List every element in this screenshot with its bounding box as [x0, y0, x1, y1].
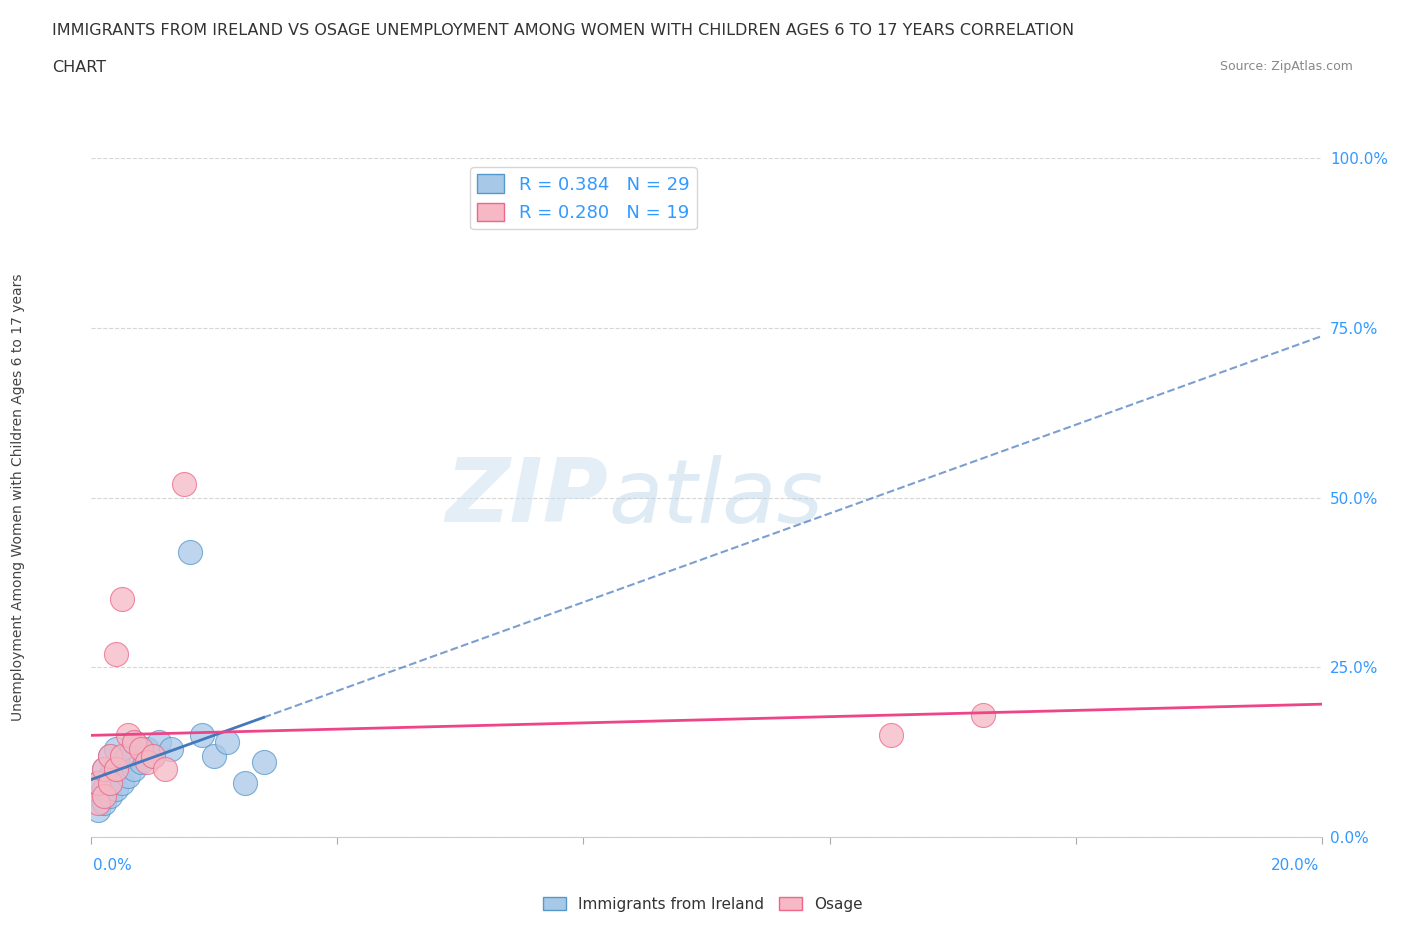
Point: [98, 748, 121, 763]
Point: [86, 796, 108, 811]
Point: [111, 776, 134, 790]
Point: [880, 727, 903, 742]
Text: 0.0%: 0.0%: [93, 857, 132, 872]
Point: [86, 803, 108, 817]
Point: [135, 755, 157, 770]
Point: [93, 762, 115, 777]
Point: [93, 796, 115, 811]
Point: [98, 789, 121, 804]
Point: [253, 755, 276, 770]
Point: [135, 741, 157, 756]
Text: CHART: CHART: [52, 60, 105, 75]
Point: [233, 776, 256, 790]
Point: [93, 782, 115, 797]
Text: atlas: atlas: [607, 455, 823, 540]
Point: [142, 748, 165, 763]
Point: [86, 776, 108, 790]
Point: [98, 776, 121, 790]
Point: [191, 727, 214, 742]
Point: [86, 789, 108, 804]
Point: [98, 768, 121, 783]
Point: [160, 741, 183, 756]
Point: [148, 735, 170, 750]
Point: [105, 762, 127, 777]
Point: [111, 748, 134, 763]
Point: [111, 592, 134, 607]
Point: [117, 727, 139, 742]
Text: ZIP: ZIP: [446, 454, 607, 541]
Text: Source: ZipAtlas.com: Source: ZipAtlas.com: [1219, 60, 1353, 73]
Point: [129, 755, 152, 770]
Text: 20.0%: 20.0%: [1271, 857, 1319, 872]
Point: [117, 768, 139, 783]
Point: [972, 708, 994, 723]
Legend: R = 0.384   N = 29, R = 0.280   N = 19: R = 0.384 N = 29, R = 0.280 N = 19: [470, 167, 697, 230]
Point: [105, 741, 127, 756]
Text: IMMIGRANTS FROM IRELAND VS OSAGE UNEMPLOYMENT AMONG WOMEN WITH CHILDREN AGES 6 T: IMMIGRANTS FROM IRELAND VS OSAGE UNEMPLO…: [52, 23, 1074, 38]
Point: [124, 762, 146, 777]
Point: [153, 762, 177, 777]
Point: [105, 782, 127, 797]
Point: [202, 748, 225, 763]
Point: [93, 762, 115, 777]
Point: [105, 762, 127, 777]
Point: [117, 748, 139, 763]
Point: [111, 755, 134, 770]
Point: [86, 776, 108, 790]
Point: [124, 735, 146, 750]
Point: [98, 748, 121, 763]
Point: [173, 476, 195, 491]
Point: [142, 748, 165, 763]
Text: Unemployment Among Women with Children Ages 6 to 17 years: Unemployment Among Women with Children A…: [11, 273, 25, 722]
Point: [105, 646, 127, 661]
Point: [93, 789, 115, 804]
Legend: Immigrants from Ireland, Osage: Immigrants from Ireland, Osage: [537, 890, 869, 918]
Point: [129, 741, 152, 756]
Point: [179, 544, 201, 559]
Point: [215, 735, 238, 750]
Point: [124, 735, 146, 750]
